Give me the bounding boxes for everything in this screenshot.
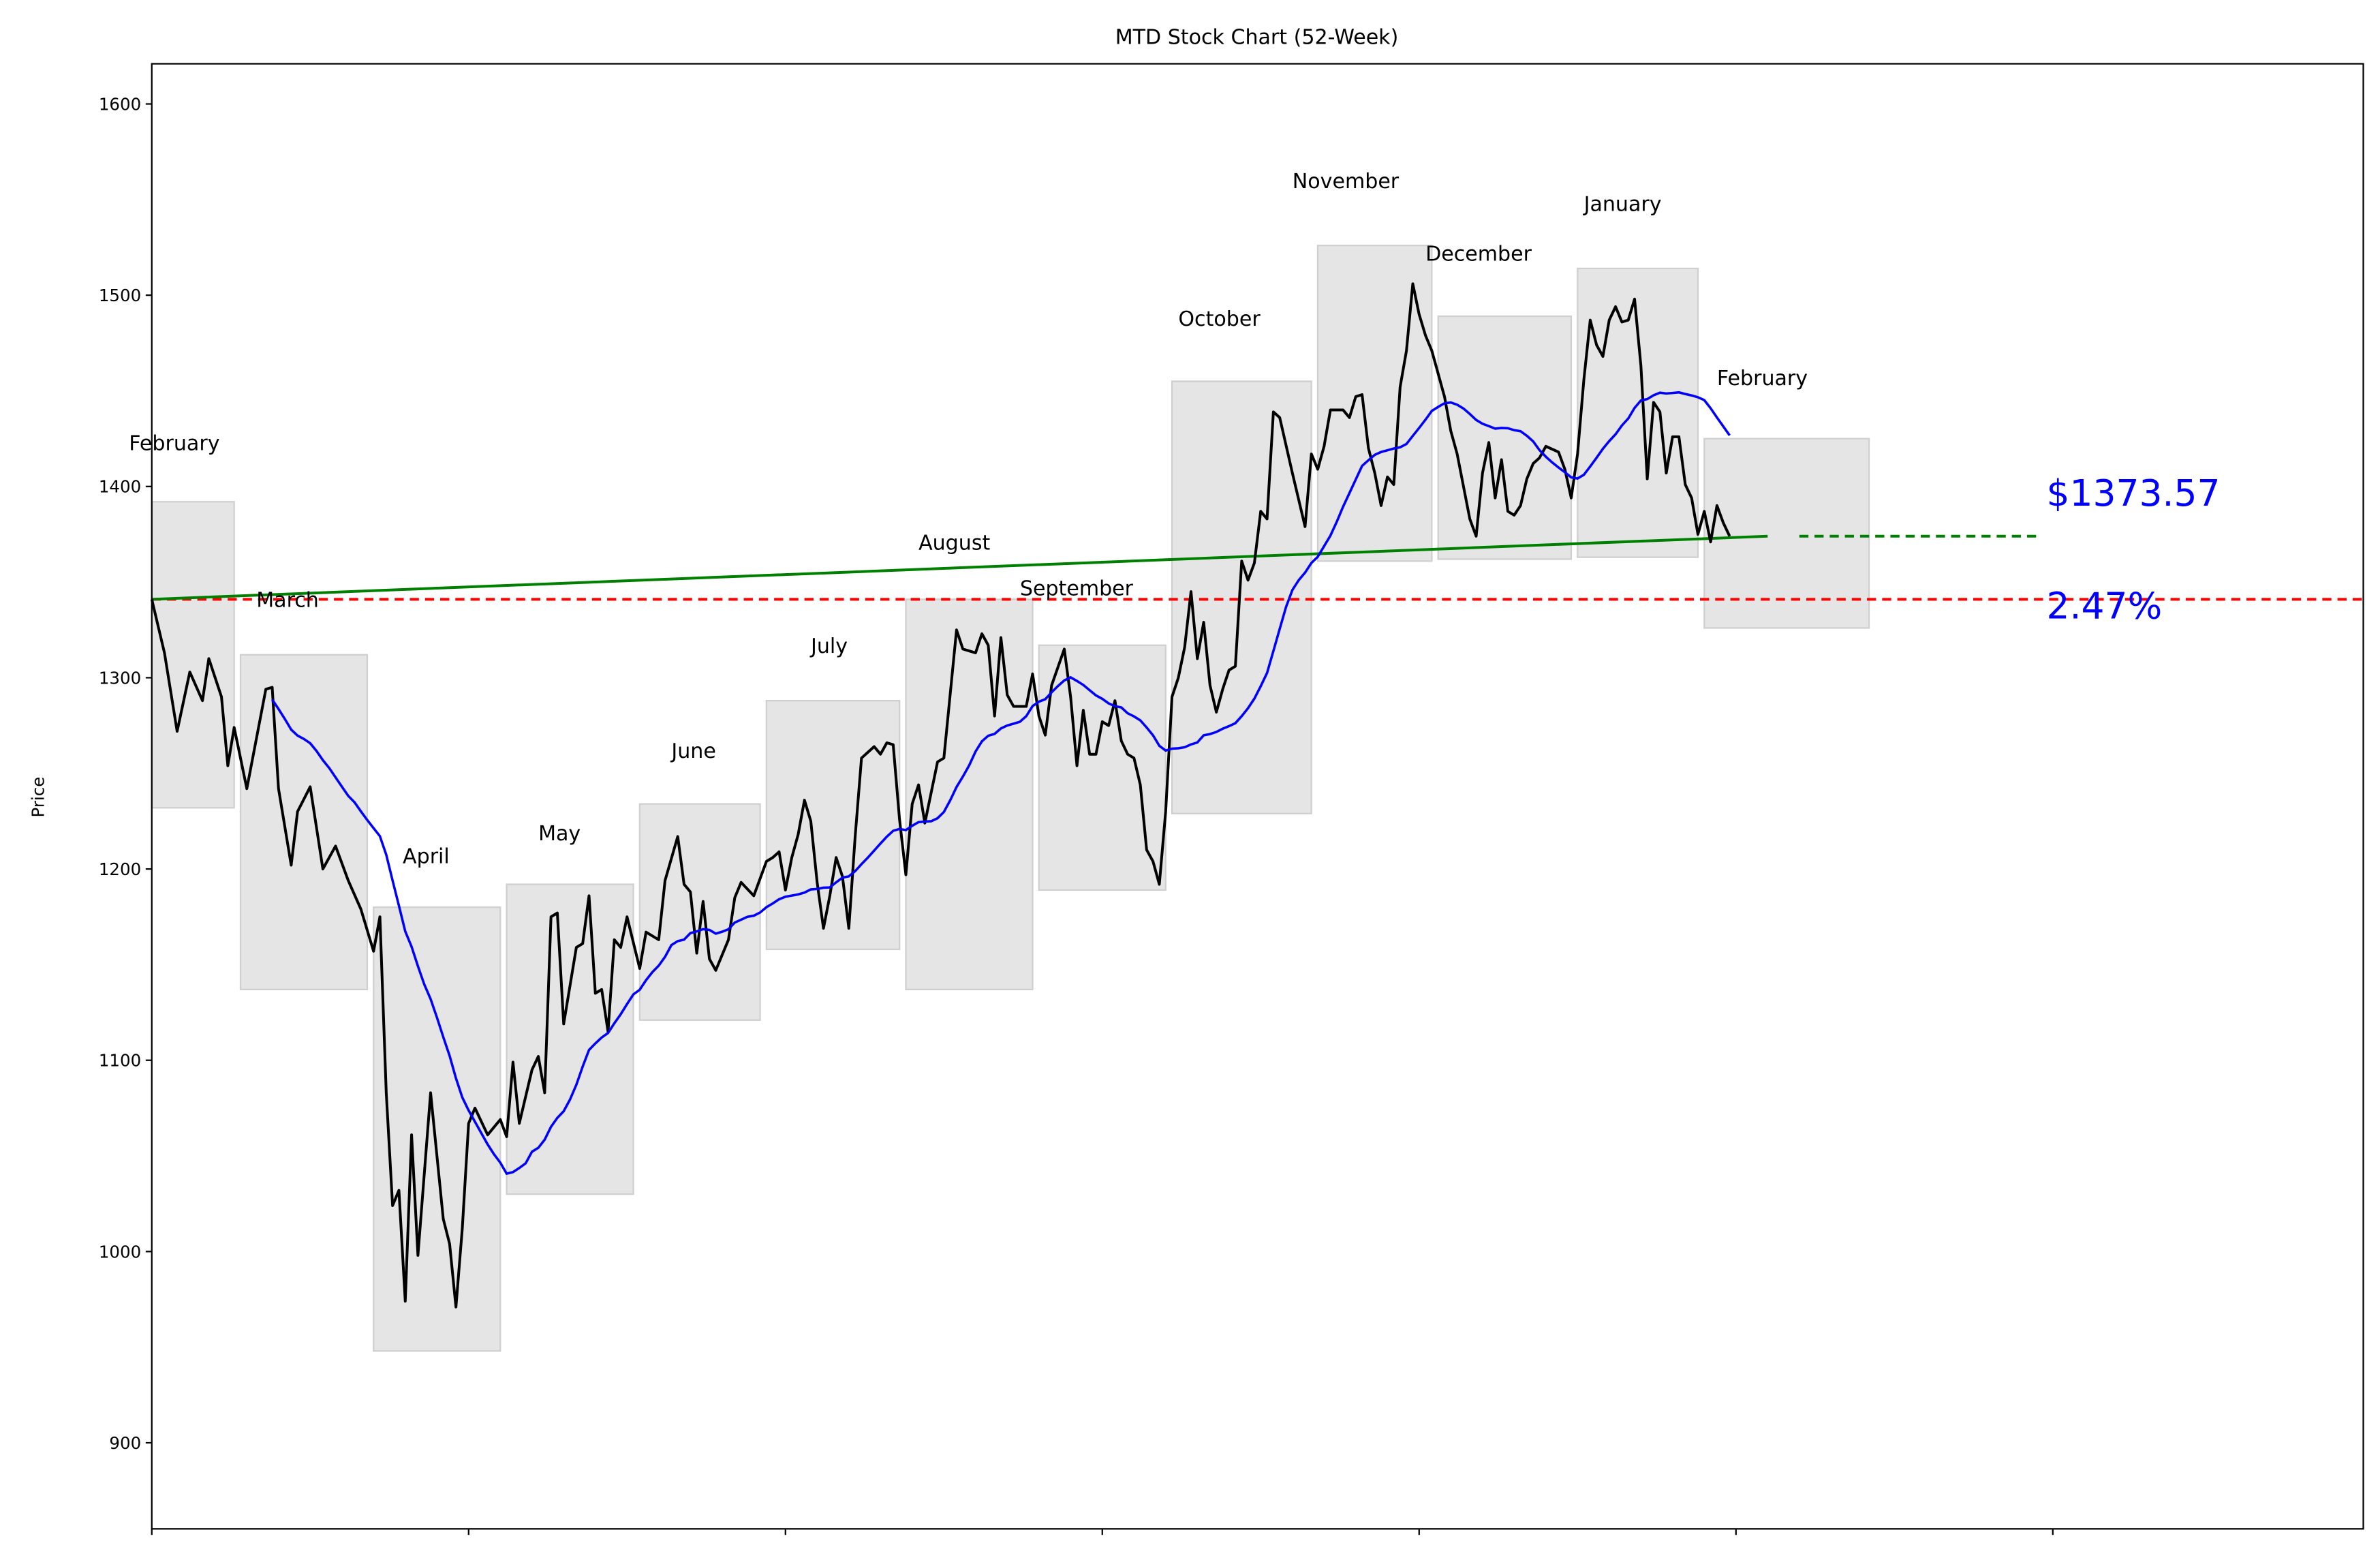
month-range-box bbox=[506, 883, 634, 1195]
month-label: February bbox=[129, 431, 219, 455]
month-label: November bbox=[1293, 170, 1400, 194]
moving-average-line bbox=[271, 391, 1731, 1176]
y-tick-label: 1400 bbox=[99, 477, 141, 497]
y-tick-label: 1500 bbox=[99, 286, 141, 305]
chart-title: MTD Stock Chart (52-Week) bbox=[1115, 26, 1399, 50]
month-label: May bbox=[538, 822, 581, 846]
month-label: December bbox=[1425, 243, 1532, 266]
y-tick-label: 1200 bbox=[99, 859, 141, 879]
month-label: July bbox=[809, 634, 848, 658]
y-tick-label: 1300 bbox=[99, 668, 141, 688]
y-tick-label: 1100 bbox=[99, 1051, 141, 1071]
month-label: September bbox=[1020, 577, 1134, 601]
month-label: April bbox=[403, 845, 450, 869]
month-label: October bbox=[1178, 307, 1261, 331]
month-label: March bbox=[256, 589, 319, 613]
month-range-box bbox=[373, 906, 501, 1352]
month-range-box bbox=[1038, 644, 1166, 891]
month-range-box bbox=[765, 700, 901, 951]
month-label: August bbox=[918, 531, 990, 555]
month-label: June bbox=[670, 739, 715, 763]
month-range-box bbox=[1703, 438, 1870, 629]
month-range-box bbox=[239, 654, 369, 991]
price-line bbox=[150, 282, 1731, 1309]
month-label: January bbox=[1583, 193, 1662, 217]
month-range-box bbox=[1437, 315, 1573, 560]
month-range-box bbox=[638, 803, 761, 1021]
trend-line bbox=[151, 534, 1768, 601]
y-tick-label: 900 bbox=[109, 1433, 141, 1453]
y-axis-label: Price bbox=[29, 777, 48, 818]
plot-frame bbox=[151, 63, 2364, 1530]
y-tick-label: 1000 bbox=[99, 1242, 141, 1261]
annotation-label: $1373.57 bbox=[2046, 472, 2220, 515]
month-label: February bbox=[1717, 367, 1808, 391]
month-range-box bbox=[1577, 267, 1699, 558]
y-tick-label: 1600 bbox=[99, 94, 141, 114]
month-range-box bbox=[905, 598, 1034, 991]
annotation-label: 2.47% bbox=[2046, 584, 2162, 627]
